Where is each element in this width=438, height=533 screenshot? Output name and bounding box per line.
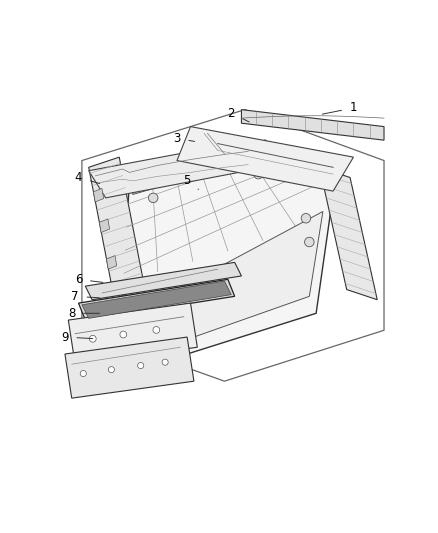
Circle shape — [254, 169, 263, 179]
Polygon shape — [99, 219, 110, 232]
Polygon shape — [78, 279, 235, 320]
Text: 4: 4 — [75, 171, 99, 184]
Text: 3: 3 — [173, 132, 194, 145]
Circle shape — [153, 327, 160, 333]
Polygon shape — [320, 167, 377, 300]
Polygon shape — [65, 337, 194, 398]
Polygon shape — [85, 262, 241, 300]
Polygon shape — [88, 157, 143, 289]
Text: 5: 5 — [184, 174, 198, 189]
Polygon shape — [82, 281, 231, 318]
Text: 1: 1 — [322, 101, 357, 115]
Polygon shape — [241, 110, 384, 140]
Polygon shape — [177, 127, 353, 191]
Polygon shape — [133, 212, 323, 337]
Circle shape — [304, 237, 314, 247]
Text: 7: 7 — [71, 290, 99, 303]
Text: 8: 8 — [68, 307, 99, 320]
Circle shape — [120, 331, 127, 338]
Polygon shape — [106, 256, 117, 269]
Circle shape — [108, 367, 114, 373]
Polygon shape — [68, 303, 197, 364]
Circle shape — [162, 359, 168, 365]
Polygon shape — [88, 140, 265, 198]
Text: 2: 2 — [227, 107, 249, 122]
Circle shape — [89, 335, 96, 342]
Circle shape — [80, 370, 86, 377]
Circle shape — [138, 362, 144, 369]
Circle shape — [148, 193, 158, 203]
Text: 9: 9 — [61, 330, 93, 344]
Polygon shape — [123, 140, 333, 354]
Circle shape — [301, 214, 311, 223]
Polygon shape — [82, 110, 384, 381]
Text: 6: 6 — [75, 273, 103, 286]
Polygon shape — [93, 188, 104, 202]
Polygon shape — [130, 140, 265, 195]
